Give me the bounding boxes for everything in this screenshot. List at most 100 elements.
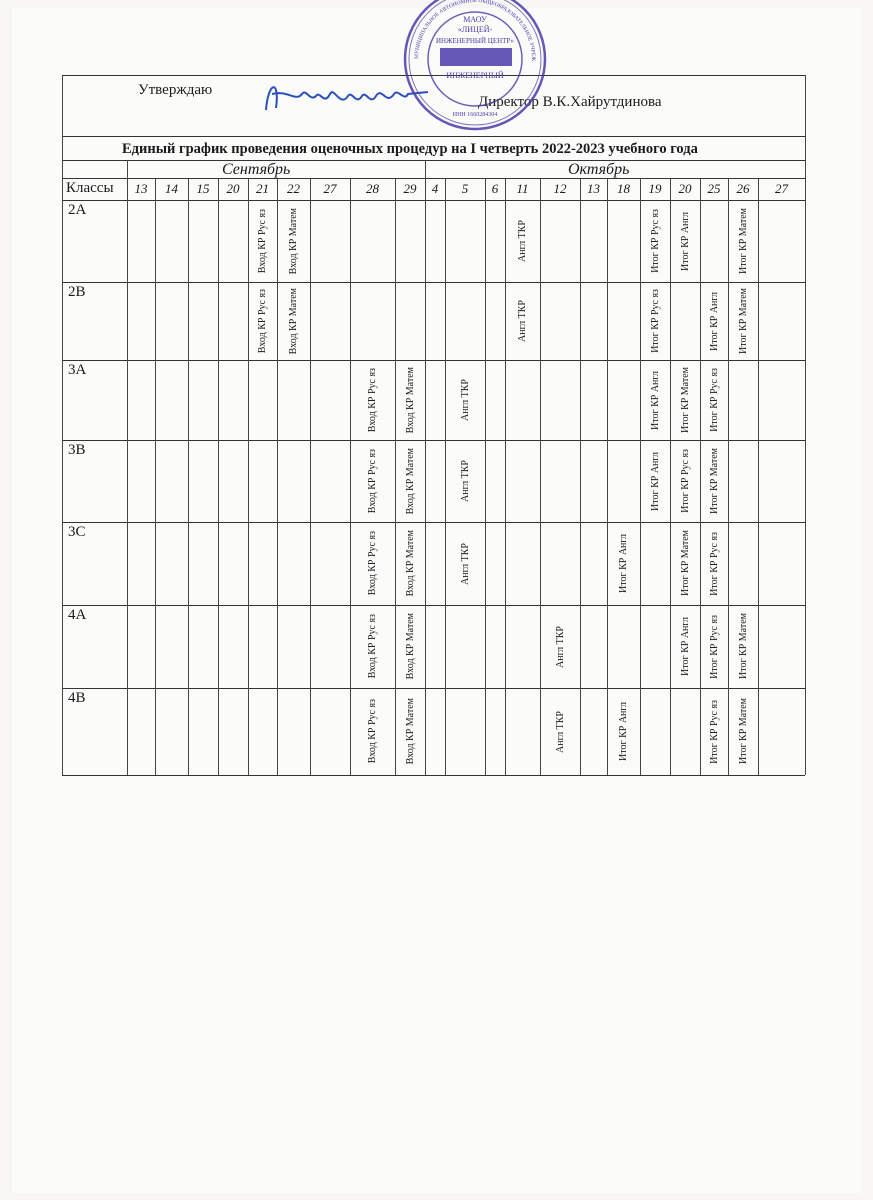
schedule-cell: Итог КР Матем — [728, 282, 758, 360]
schedule-cell: Итог КР Матем — [728, 200, 758, 282]
schedule-cell: Англ ТКР — [540, 688, 580, 775]
assessment-label: Итог КР Англ — [679, 211, 691, 271]
table-rule — [62, 160, 805, 161]
day-header: 29 — [403, 181, 417, 196]
table-rule — [607, 178, 608, 775]
schedule-cell: Итог КР Рус яз — [700, 688, 728, 775]
day-header: 27 — [323, 181, 337, 196]
schedule-cell: Вход КР Матем — [395, 440, 425, 522]
month-september: Сентябрь — [222, 161, 291, 178]
schedule-cell: Вход КР Матем — [395, 360, 425, 440]
day-header: 21 — [256, 181, 269, 196]
schedule-cell: Вход КР Рус яз — [248, 200, 277, 282]
schedule-cell: Итог КР Рус яз — [700, 522, 728, 605]
table-rule — [62, 200, 805, 201]
assessment-label: Итог КР Рус яз — [708, 614, 720, 679]
assessment-label: Итог КР Матем — [737, 698, 749, 765]
assessment-label: Вход КР Рус яз — [257, 288, 268, 354]
assessment-label: Итог КР Англ — [649, 370, 661, 430]
schedule-cell: Итог КР Рус яз — [700, 360, 728, 440]
table-rule — [218, 178, 219, 775]
table-rule — [425, 160, 426, 178]
day-header: 6 — [491, 181, 499, 196]
table-rule — [640, 178, 641, 775]
schedule-cell: Вход КР Рус яз — [350, 605, 395, 688]
day-header: 15 — [196, 181, 210, 196]
schedule-cell: Итог КР Англ — [607, 522, 640, 605]
assessment-label: Вход КР Рус яз — [257, 208, 268, 274]
assessment-label: Англ ТКР — [517, 300, 528, 342]
table-rule — [188, 178, 189, 775]
signature — [265, 86, 429, 111]
class-label: 4В — [68, 690, 86, 706]
day-header: 13 — [587, 181, 600, 196]
assessment-label: Итог КР Рус яз — [649, 289, 661, 353]
table-rule — [445, 178, 446, 775]
table-rule — [758, 178, 759, 775]
schedule-cell: Итог КР Матем — [728, 605, 758, 688]
day-header: 26 — [736, 181, 750, 196]
assessment-label: Итог КР Матем — [737, 613, 749, 680]
assessment-label: Вход КР Матем — [404, 366, 416, 434]
table-rule — [62, 75, 63, 775]
schedule-cell: Итог КР Англ — [607, 688, 640, 775]
schedule-cell: Англ ТКР — [505, 200, 540, 282]
table-rule — [805, 75, 806, 775]
official-stamp: МАОУ «ЛИЦЕЙ- ИНЖЕНЕРНЫЙ ЦЕНТР» ИНЖЕНЕРНЫ… — [400, 0, 547, 131]
schedule-cell: Итог КР Матем — [670, 522, 700, 605]
assessment-label: Итог КР Англ — [618, 702, 629, 761]
table-rule — [62, 688, 805, 689]
assessment-label: Итог КР Англ — [649, 451, 661, 511]
day-header: 20 — [226, 181, 240, 196]
table-rule — [62, 360, 805, 361]
assessment-label: Итог КР Рус яз — [708, 699, 720, 764]
assessment-label: Итог КР Матем — [679, 530, 691, 597]
stamp-line4: ИНЖЕНЕРНЫЙ — [446, 71, 503, 80]
day-header: 25 — [707, 181, 721, 196]
schedule-cell: Англ ТКР — [505, 282, 540, 360]
schedule-cell: Вход КР Матем — [395, 522, 425, 605]
schedule-cell: Вход КР Рус яз — [350, 688, 395, 775]
table-rule — [310, 178, 311, 775]
assessment-label: Итог КР Матем — [737, 207, 749, 274]
assessment-label: Итог КР Рус яз — [708, 531, 720, 596]
schedule-cell: Итог КР Англ — [700, 282, 728, 360]
day-header: 14 — [165, 181, 178, 196]
schedule-cell: Итог КР Рус яз — [640, 282, 670, 360]
assessment-label: Англ ТКР — [459, 460, 471, 502]
assessment-label: Вход КР Матем — [288, 207, 299, 275]
day-header: 22 — [287, 181, 300, 196]
assessment-label: Итог КР Матем — [679, 366, 691, 433]
approve-label: Утверждаю — [138, 82, 213, 98]
assessment-label: Итог КР Рус яз — [649, 209, 661, 273]
schedule-cell: Вход КР Рус яз — [350, 440, 395, 522]
schedule-cell: Англ ТКР — [540, 605, 580, 688]
assessment-label: Англ ТКР — [459, 379, 471, 421]
director-label: Директор В.К.Хайрутдинова — [478, 94, 662, 110]
table-rule — [700, 178, 701, 775]
table-rule — [62, 282, 805, 283]
table-rule — [728, 178, 729, 775]
table-title: Единый график проведения оценочных проце… — [122, 141, 698, 157]
schedule-cell: Вход КР Матем — [395, 605, 425, 688]
stamp-line3: ИНЖЕНЕРНЫЙ ЦЕНТР» — [436, 37, 515, 45]
day-header: 5 — [461, 181, 469, 196]
assessment-label: Итог КР Матем — [737, 287, 749, 354]
table-rule — [127, 160, 128, 775]
class-label: 3С — [68, 524, 86, 540]
schedule-cell: Вход КР Рус яз — [350, 522, 395, 605]
assessment-label: Итог КР Рус яз — [679, 449, 691, 513]
schedule-cell: Итог КР Рус яз — [700, 605, 728, 688]
schedule-cell: Итог КР Рус яз — [670, 440, 700, 522]
schedule-cell: Итог КР Англ — [670, 200, 700, 282]
assessment-label: Вход КР Матем — [404, 613, 416, 680]
assessment-label: Вход КР Матем — [288, 287, 299, 355]
assessment-label: Англ ТКР — [554, 710, 566, 753]
table-rule — [62, 440, 805, 441]
table-rule — [277, 178, 278, 775]
schedule-cell: Вход КР Рус яз — [248, 282, 277, 360]
assessment-label: Итог КР Англ — [618, 534, 629, 593]
assessment-label: Вход КР Рус яз — [367, 699, 378, 764]
table-rule — [62, 605, 805, 606]
assessment-label: Итог КР Рус яз — [708, 368, 720, 432]
